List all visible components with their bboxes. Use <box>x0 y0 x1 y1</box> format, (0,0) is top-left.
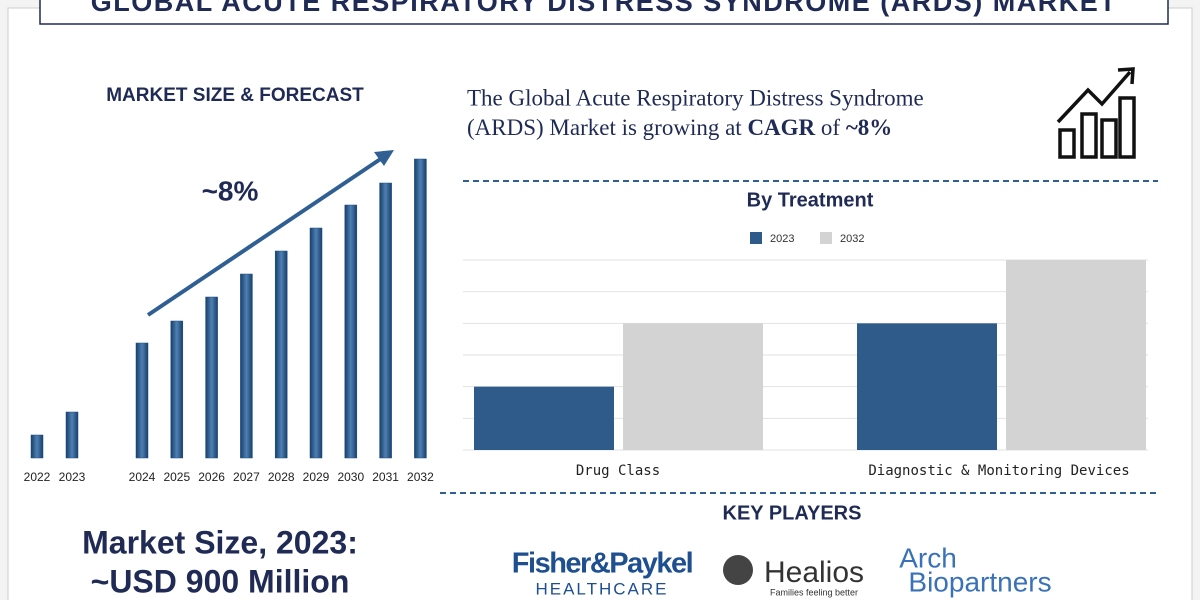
logo-name: Healios <box>764 556 864 589</box>
x-tick-label: Drug Class <box>576 463 660 479</box>
x-tick-label: 2030 <box>337 470 364 484</box>
x-tick-label: 2032 <box>407 470 434 484</box>
legend-label: 2032 <box>840 233 864 245</box>
header-title: GLOBAL ACUTE RESPIRATORY DISTRESS SYNDRO… <box>91 0 1118 17</box>
panel <box>7 7 1193 600</box>
x-tick-label: 2031 <box>372 470 399 484</box>
growth-icon <box>1056 67 1136 159</box>
x-tick-label: Diagnostic & Monitoring Devices <box>868 463 1129 479</box>
x-tick-label: 2028 <box>268 470 295 484</box>
bar <box>170 320 184 459</box>
bar <box>135 342 149 459</box>
header-box <box>39 0 1169 25</box>
legend-label: 2023 <box>770 233 794 245</box>
trend-arrow-head <box>374 150 394 166</box>
x-tick-label: 2026 <box>198 470 225 484</box>
x-tick-label: 2024 <box>129 470 156 484</box>
bar <box>379 182 392 459</box>
market-size-value: ~USD 900 Million <box>91 563 350 599</box>
bar <box>1006 260 1146 450</box>
bar <box>30 434 44 459</box>
x-tick-label: 2022 <box>24 470 51 484</box>
bar <box>240 273 253 459</box>
bar <box>65 411 79 459</box>
intro-text: The Global Acute Respiratory Distress Sy… <box>467 85 924 110</box>
intro-text: (ARDS) Market is growing at <box>467 115 742 140</box>
x-tick-label: 2027 <box>233 470 260 484</box>
intro-text: (ARDS) Market is growing at CAGR of ~8% <box>467 115 892 140</box>
logo-tagline: Families feeling better <box>770 587 858 597</box>
intro-emphasis: ~8% <box>846 115 892 140</box>
logo-name: Arch <box>899 542 957 573</box>
logo-subtitle: Biopartners <box>908 566 1051 597</box>
bar <box>344 204 358 459</box>
legend-swatch <box>750 232 762 244</box>
logo-name: Fisher&Paykel <box>512 548 692 580</box>
bar <box>857 323 997 450</box>
bar <box>623 323 763 450</box>
x-tick-label: 2023 <box>59 470 86 484</box>
intro-emphasis: CAGR <box>747 115 815 140</box>
logo-icon <box>723 555 753 585</box>
bar <box>474 386 614 450</box>
market-size-label: Market Size, 2023: <box>82 524 358 560</box>
chart-title: By Treatment <box>747 189 874 211</box>
key-players-title: KEY PLAYERS <box>723 502 862 524</box>
bar <box>205 296 218 459</box>
chart-title: MARKET SIZE & FORECAST <box>106 85 364 106</box>
bar <box>414 158 427 459</box>
intro-text: of <box>821 115 841 140</box>
x-tick-label: 2029 <box>303 470 330 484</box>
bar <box>309 227 323 459</box>
x-tick-label: 2025 <box>163 470 190 484</box>
trend-arrow <box>146 154 387 317</box>
bar <box>274 250 288 459</box>
logo-subtitle: HEALTHCARE <box>535 579 668 598</box>
legend-swatch <box>820 232 832 244</box>
annotation: ~8% <box>202 175 259 206</box>
